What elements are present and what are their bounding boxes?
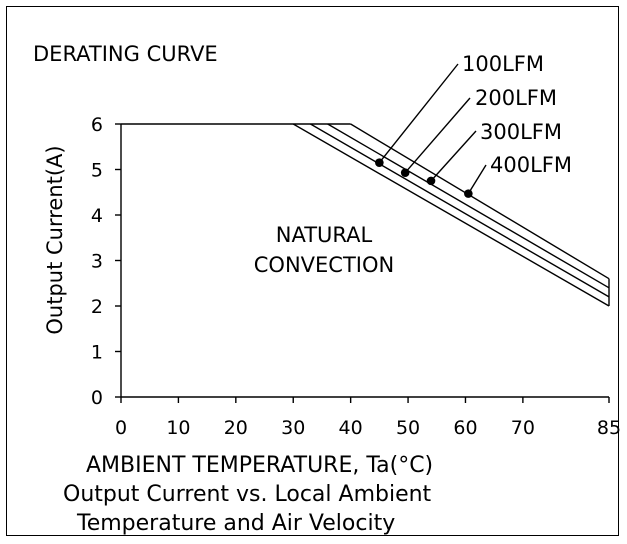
series-line-100lfm — [292, 123, 610, 307]
y-axis-label: Output Current(A) — [43, 145, 67, 334]
chart-frame — [6, 6, 619, 536]
series-line-400lfm — [350, 123, 610, 280]
y-tick-label-3: 3 — [91, 251, 103, 273]
legend-labels: 100LFM 200LFM 300LFM 400LFM — [462, 52, 572, 177]
y-tick-label-0: 0 — [91, 387, 103, 409]
legend-label-100lfm: 100LFM — [462, 52, 544, 76]
y-tick-label-2: 2 — [91, 296, 103, 318]
x-tick-label-50: 50 — [396, 417, 420, 439]
x-tick-label-85: 85 — [597, 417, 621, 439]
legend-label-300lfm: 300LFM — [480, 120, 562, 144]
series-line-300lfm — [327, 123, 610, 289]
chart-title: DERATING CURVE — [33, 42, 218, 66]
legend-label-400lfm: 400LFM — [490, 153, 572, 177]
legend-label-200lfm: 200LFM — [475, 86, 557, 110]
leader-line-200lfm — [404, 97, 471, 174]
series-line-200lfm — [310, 123, 610, 298]
x-tick-label-10: 10 — [166, 417, 190, 439]
axes — [115, 123, 610, 403]
y-tick-label-6: 6 — [91, 114, 103, 136]
x-tick-label-40: 40 — [339, 417, 363, 439]
leader-line-100lfm — [378, 63, 459, 164]
caption-line-1: Output Current vs. Local Ambient — [63, 482, 432, 507]
x-tick-label-20: 20 — [224, 417, 248, 439]
annotation-convection: CONVECTION — [254, 253, 394, 277]
leader-line-300lfm — [430, 130, 477, 182]
caption-line-2: Temperature and Air Velocity — [76, 511, 395, 536]
annotation-natural: NATURAL — [276, 223, 373, 247]
x-tick-label-30: 30 — [281, 417, 305, 439]
y-tick-label-1: 1 — [91, 342, 103, 364]
series-markers — [375, 63, 487, 198]
leader-line-400lfm — [467, 164, 487, 194]
x-tick-label-60: 60 — [453, 417, 477, 439]
x-tick-label-70: 70 — [511, 417, 535, 439]
series-lines — [121, 123, 610, 307]
y-tick-label-4: 4 — [91, 205, 103, 227]
x-tick-label-0: 0 — [115, 417, 127, 439]
y-tick-label-5: 5 — [91, 160, 103, 182]
x-axis-label: AMBIENT TEMPERATURE, Ta(°C) — [86, 453, 433, 478]
